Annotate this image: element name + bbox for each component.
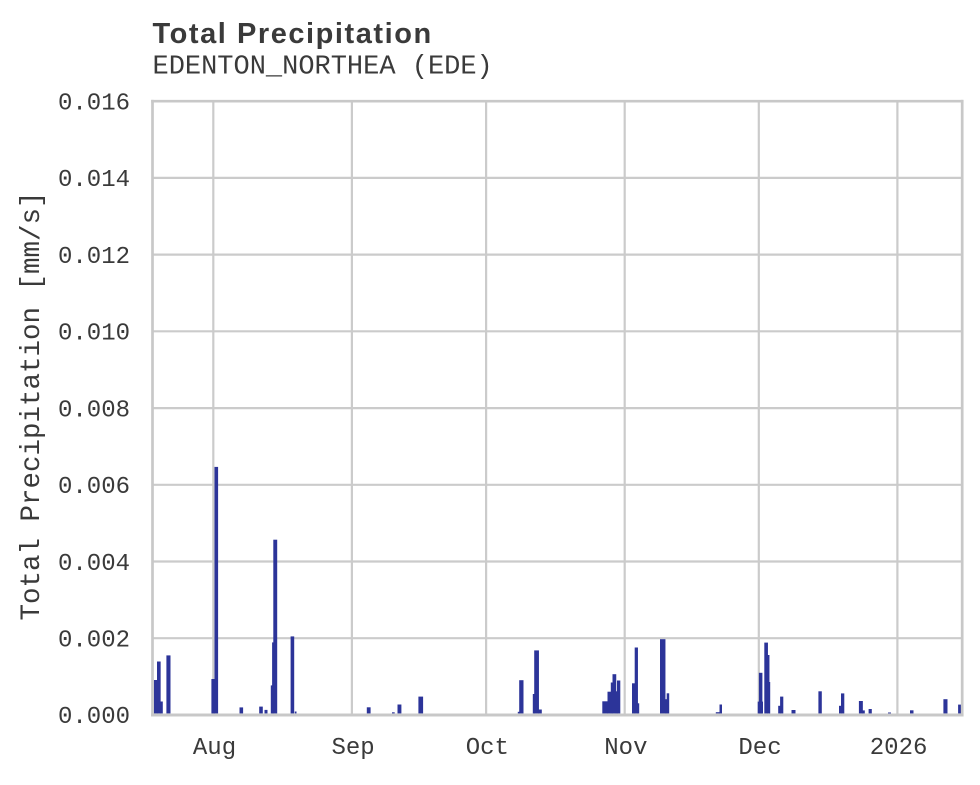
svg-text:Dec: Dec [738, 735, 781, 762]
svg-text:Oct: Oct [466, 735, 509, 762]
svg-text:0.012: 0.012 [58, 244, 130, 271]
svg-text:Total Precipitation: Total Precipitation [153, 18, 433, 50]
svg-text:2026: 2026 [870, 735, 928, 762]
svg-text:EDENTON_NORTHEA (EDE): EDENTON_NORTHEA (EDE) [153, 52, 493, 82]
svg-text:Total Precipitation [mm/s]: Total Precipitation [mm/s] [17, 191, 48, 620]
svg-text:0.002: 0.002 [58, 628, 130, 655]
svg-text:0.010: 0.010 [58, 321, 130, 348]
svg-text:Nov: Nov [604, 735, 647, 762]
svg-text:0.006: 0.006 [58, 474, 130, 501]
svg-text:0.016: 0.016 [58, 91, 130, 118]
svg-text:0.014: 0.014 [58, 167, 130, 194]
svg-text:Sep: Sep [331, 735, 374, 762]
svg-text:Aug: Aug [193, 735, 236, 762]
svg-text:0.004: 0.004 [58, 551, 130, 578]
svg-text:0.008: 0.008 [58, 397, 130, 424]
svg-text:0.000: 0.000 [58, 704, 130, 731]
